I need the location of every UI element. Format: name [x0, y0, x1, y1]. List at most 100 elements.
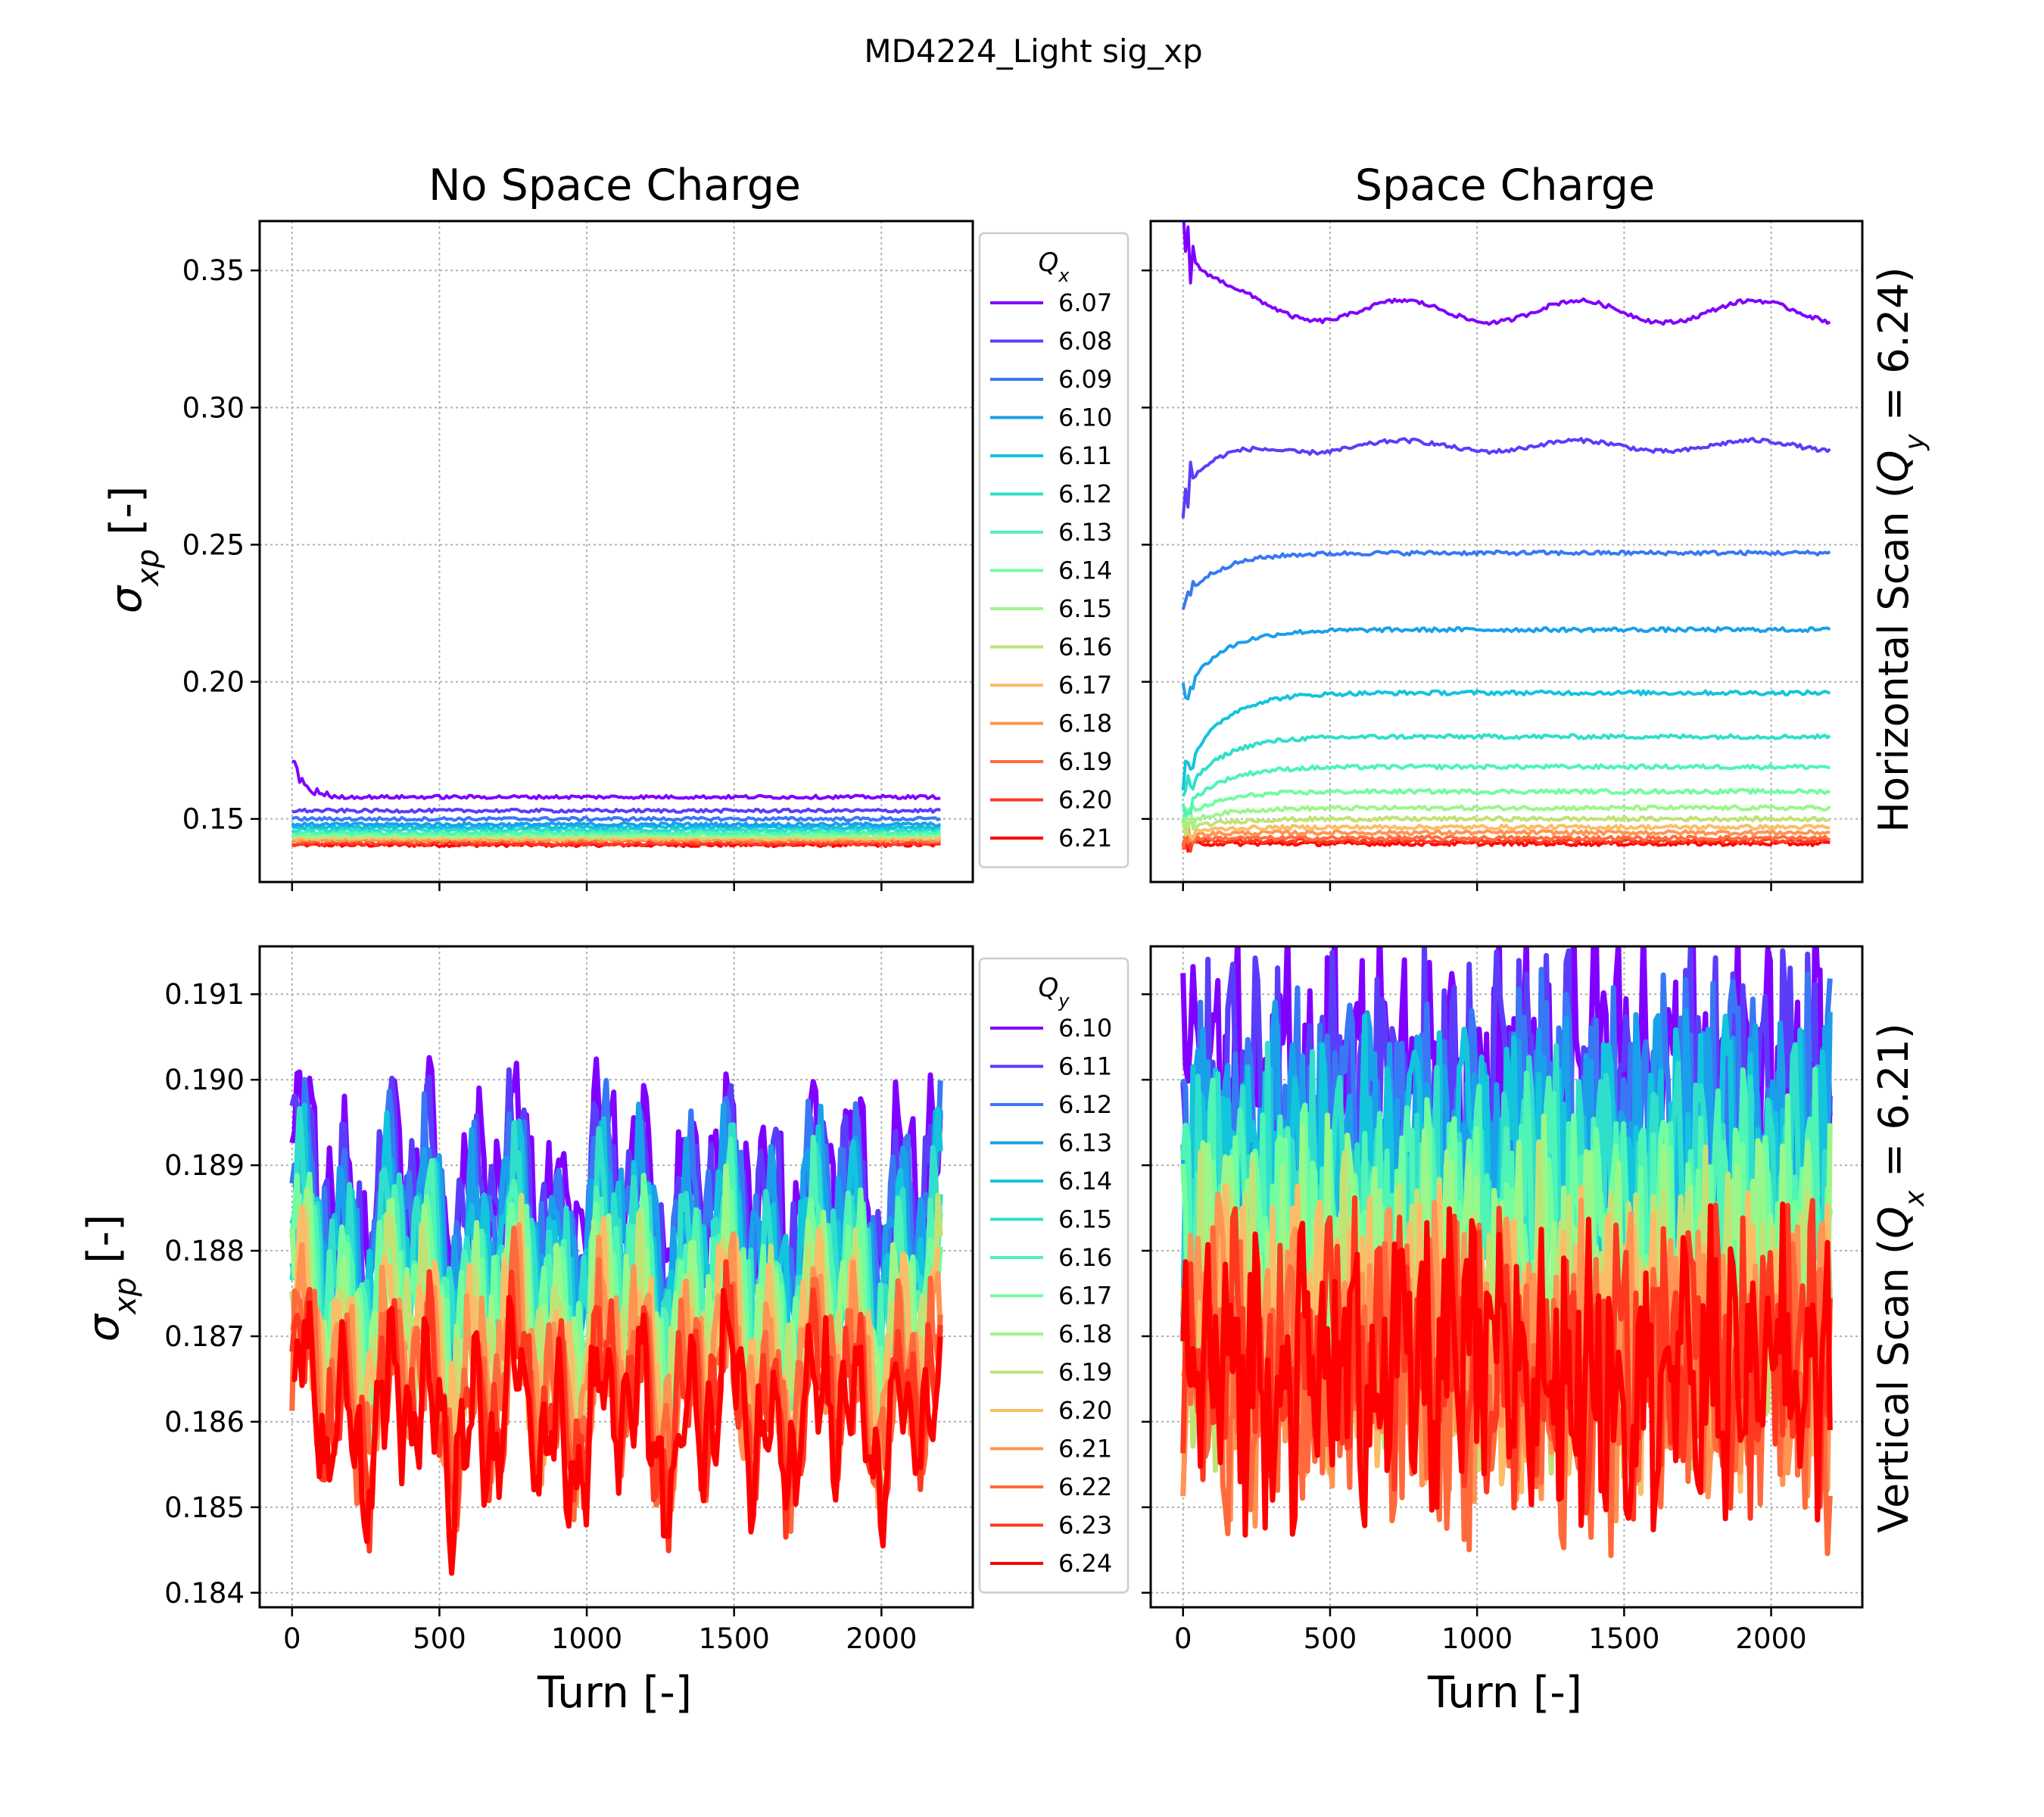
x-axis-title-right: Turn [-]: [1427, 1668, 1582, 1718]
x-tick-label-1500: 1500: [699, 1622, 770, 1655]
x-tick-label-1500: 1500: [1588, 1622, 1659, 1655]
series-line-6.16: [1181, 815, 1831, 837]
legend-label-6.17: 6.17: [1058, 671, 1112, 700]
figure-title: MD4224_Light sig_xp: [864, 33, 1202, 70]
legend-label-6.14: 6.14: [1058, 556, 1112, 585]
plot-frame: [1149, 945, 1864, 1609]
panels: 0.15 0.20 0.25 0.30 0.35 0 500 1000 1500 2000 0.18…: [164, 220, 1864, 1655]
legend-label-6.23: 6.23: [1058, 1511, 1112, 1540]
col-title-no-space-charge: No Space Charge: [428, 161, 801, 210]
panel-top-left: 0.15 0.20 0.25 0.30 0.35: [182, 220, 974, 891]
legend-label-6.19: 6.19: [1058, 747, 1112, 776]
row-title-horizontal-sub: y: [1899, 434, 1930, 451]
y-tick-label-0.20: 0.20: [182, 666, 245, 699]
legend-label-6.18: 6.18: [1058, 709, 1112, 738]
y-tick-label-0.187: 0.187: [164, 1320, 245, 1353]
legend-label-6.16: 6.16: [1058, 1243, 1112, 1272]
x-tick-label-0: 0: [1174, 1622, 1192, 1655]
legend-label-6.20: 6.20: [1058, 1396, 1112, 1425]
series-line-6.08: [291, 807, 941, 814]
legend-label-6.17: 6.17: [1058, 1282, 1112, 1311]
series-line-6.17: [1181, 821, 1831, 841]
y-tick-label-0.189: 0.189: [164, 1149, 245, 1182]
y-tick-label-0.186: 0.186: [164, 1406, 245, 1438]
panel-bottom-left: 0 500 1000 1500 2000 0.184 0.185 0.186 0.187 0.18…: [164, 945, 974, 1655]
series-line-6.09: [1181, 549, 1831, 610]
legend-label-6.12: 6.12: [1058, 1090, 1112, 1119]
plot-frame: [258, 945, 974, 1609]
series-line-6.12: [1181, 733, 1831, 797]
y-tick-label-0.30: 0.30: [182, 391, 245, 424]
legend-top-left: Qx6.07 6.08 6.09 6.10 6.11 6.12 6.13 6.14 6.15 6.…: [978, 232, 1129, 868]
legend-label-6.19: 6.19: [1058, 1358, 1112, 1387]
x-tick-label-2000: 2000: [1736, 1622, 1807, 1655]
y-axis-title-bottom-unit: [-]: [79, 1214, 129, 1277]
legend-label-6.13: 6.13: [1058, 1129, 1112, 1158]
y-tick-label-0.15: 0.15: [182, 803, 245, 836]
legend-label-6.12: 6.12: [1058, 480, 1112, 509]
legend-label-6.15: 6.15: [1058, 1205, 1112, 1234]
legend-bottom-left: Qy 6.10 6.11 6.12 6.13 6.14 6.15 6.16 6.17 6.18 6.…: [978, 957, 1129, 1594]
row-title-horizontal-q: Q: [1870, 450, 1918, 483]
series-line-6.24: [1180, 1201, 1833, 1538]
plot-frame: [258, 220, 974, 884]
legend-title: Qx: [1039, 248, 1070, 286]
series-line-6.08: [1181, 437, 1831, 519]
series-group: [289, 1055, 943, 1576]
row-title-horizontal-scan: Horizontal Scan (Qy = 6.24): [1870, 266, 1930, 832]
x-tick-label-1000: 1000: [551, 1622, 622, 1655]
x-tick-label-0: 0: [283, 1622, 301, 1655]
series-group: [1181, 221, 1831, 853]
legend-title-sub: y: [1058, 990, 1070, 1011]
legend-label-6.21: 6.21: [1058, 1435, 1112, 1463]
y-axis-title-top: σxp [-]: [101, 486, 166, 613]
series-line-6.24: [291, 1287, 943, 1576]
series-group: [1180, 946, 1833, 1559]
row-title-vertical-value: = 6.21): [1870, 1023, 1918, 1190]
y-tick-label-0.184: 0.184: [164, 1577, 245, 1610]
legend-title-sub: x: [1058, 265, 1070, 286]
legend-label-6.13: 6.13: [1058, 518, 1112, 547]
y-tick-label-0.190: 0.190: [164, 1064, 245, 1096]
legend-label-6.18: 6.18: [1058, 1320, 1112, 1348]
legend-box: [978, 957, 1129, 1594]
legend-label-6.10: 6.10: [1058, 404, 1112, 432]
legend-label-6.11: 6.11: [1058, 1052, 1112, 1081]
legend-title: Qy: [1039, 973, 1070, 1011]
y-axis-title-bottom-sub: xp: [108, 1277, 143, 1316]
legend-label-6.24: 6.24: [1058, 1549, 1112, 1578]
legend-title-q: Q: [1039, 248, 1059, 278]
legend-label-6.08: 6.08: [1058, 327, 1112, 356]
series-line-6.13: [291, 829, 941, 836]
row-title-vertical-prefix: Vertical Scan (: [1870, 1239, 1918, 1533]
y-axis-title-bottom-sigma: σ: [79, 1313, 129, 1342]
y-tick-label-0.188: 0.188: [164, 1235, 245, 1267]
series-line-6.10: [1181, 626, 1831, 701]
series-line-6.13: [1181, 763, 1831, 818]
legend-label-6.15: 6.15: [1058, 594, 1112, 623]
x-tick-label-500: 500: [1304, 1622, 1357, 1655]
legend-label-6.20: 6.20: [1058, 786, 1112, 815]
legends: Qx6.07 6.08 6.09 6.10 6.11 6.12 6.13 6.14 6.15 6.…: [978, 232, 1129, 1594]
series-line-6.07: [291, 759, 941, 800]
series-line-6.07: [1182, 221, 1831, 326]
panel-top-right: [1142, 220, 1864, 891]
legend-label-6.09: 6.09: [1058, 365, 1112, 394]
legend-label-6.16: 6.16: [1058, 633, 1112, 662]
y-tick-label-0.25: 0.25: [182, 528, 245, 561]
x-tick-label-500: 500: [413, 1622, 466, 1655]
series-group: [291, 759, 942, 849]
legend-label-6.11: 6.11: [1058, 441, 1112, 470]
row-title-horizontal-value: = 6.24): [1870, 266, 1918, 434]
y-tick-label-0.191: 0.191: [164, 978, 245, 1011]
series-line-6.19: [1181, 834, 1831, 850]
series-line-6.20: [291, 840, 942, 847]
col-title-space-charge: Space Charge: [1355, 161, 1655, 210]
legend-label-6.22: 6.22: [1058, 1473, 1112, 1501]
series-line-6.14: [1181, 787, 1831, 822]
series-line-6.10: [291, 821, 942, 828]
series-line-6.09: [291, 815, 942, 822]
legend-label-6.21: 6.21: [1058, 824, 1112, 852]
legend-box: [978, 232, 1129, 868]
